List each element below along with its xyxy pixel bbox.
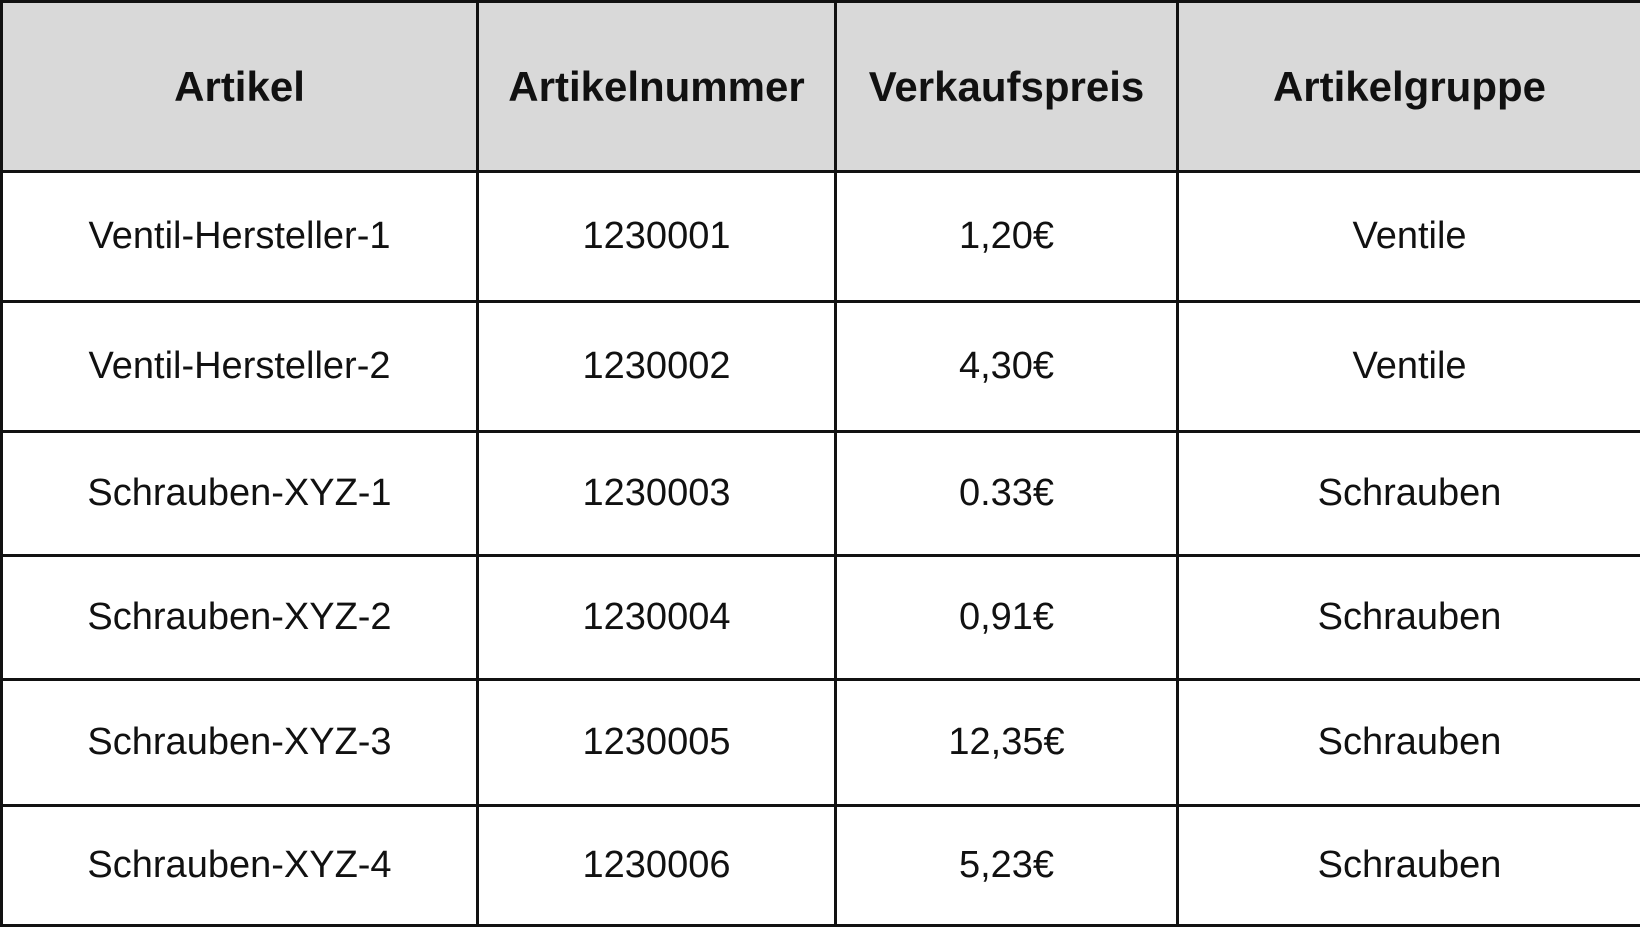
table-row: Schrauben-XYZ-1 1230003 0.33€ Schrauben: [2, 432, 1640, 556]
cell-artikelnummer: 1230005: [478, 680, 836, 806]
table-row: Schrauben-XYZ-4 1230006 5,23€ Schrauben: [2, 806, 1640, 926]
cell-artikelnummer: 1230003: [478, 432, 836, 556]
cell-artikelgruppe: Ventile: [1178, 302, 1640, 432]
table-body: Ventil-Hersteller-1 1230001 1,20€ Ventil…: [2, 172, 1640, 926]
cell-artikelgruppe: Schrauben: [1178, 556, 1640, 680]
cell-artikel: Schrauben-XYZ-1: [2, 432, 478, 556]
cell-artikel: Ventil-Hersteller-2: [2, 302, 478, 432]
cell-artikelgruppe: Schrauben: [1178, 806, 1640, 926]
cell-verkaufspreis: 5,23€: [836, 806, 1178, 926]
cell-artikelgruppe: Schrauben: [1178, 680, 1640, 806]
cell-verkaufspreis: 12,35€: [836, 680, 1178, 806]
cell-artikelnummer: 1230006: [478, 806, 836, 926]
cell-artikelnummer: 1230001: [478, 172, 836, 302]
table-header: Artikel Artikelnummer Verkaufspreis Arti…: [2, 2, 1640, 172]
cell-artikel: Ventil-Hersteller-1: [2, 172, 478, 302]
cell-artikel: Schrauben-XYZ-2: [2, 556, 478, 680]
cell-artikelnummer: 1230004: [478, 556, 836, 680]
header-artikelnummer: Artikelnummer: [478, 2, 836, 172]
cell-artikelgruppe: Ventile: [1178, 172, 1640, 302]
cell-artikelgruppe: Schrauben: [1178, 432, 1640, 556]
table-row: Schrauben-XYZ-3 1230005 12,35€ Schrauben: [2, 680, 1640, 806]
cell-artikel: Schrauben-XYZ-4: [2, 806, 478, 926]
cell-verkaufspreis: 0.33€: [836, 432, 1178, 556]
header-row: Artikel Artikelnummer Verkaufspreis Arti…: [2, 2, 1640, 172]
table-row: Schrauben-XYZ-2 1230004 0,91€ Schrauben: [2, 556, 1640, 680]
header-artikel: Artikel: [2, 2, 478, 172]
table-row: Ventil-Hersteller-1 1230001 1,20€ Ventil…: [2, 172, 1640, 302]
cell-verkaufspreis: 1,20€: [836, 172, 1178, 302]
cell-verkaufspreis: 0,91€: [836, 556, 1178, 680]
table-row: Ventil-Hersteller-2 1230002 4,30€ Ventil…: [2, 302, 1640, 432]
cell-artikel: Schrauben-XYZ-3: [2, 680, 478, 806]
cell-verkaufspreis: 4,30€: [836, 302, 1178, 432]
header-artikelgruppe: Artikelgruppe: [1178, 2, 1640, 172]
cell-artikelnummer: 1230002: [478, 302, 836, 432]
header-verkaufspreis: Verkaufspreis: [836, 2, 1178, 172]
